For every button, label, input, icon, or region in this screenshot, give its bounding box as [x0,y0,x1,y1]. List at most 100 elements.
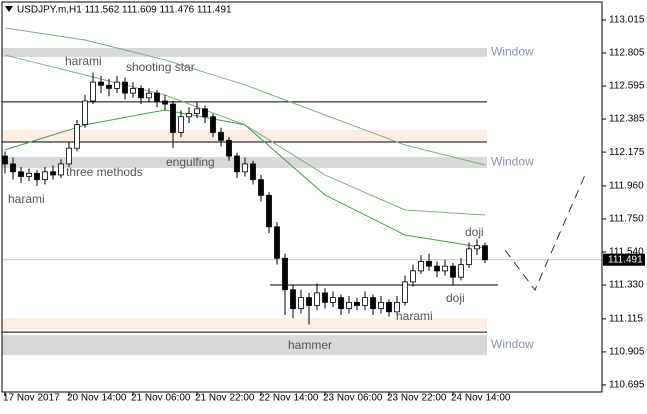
annotation: doji [446,291,465,305]
plot-frame [1,1,603,393]
candle-body [162,100,168,105]
candle-body [402,281,408,303]
candle-body [242,163,248,173]
candle-body [378,301,384,310]
candle-body [354,301,360,306]
candle-body [170,103,176,133]
candle-body [218,132,224,141]
candle-body [186,113,192,118]
annotation: harami [396,309,433,323]
candle-body [370,297,376,310]
y-tick-label: 112.595 [609,81,645,92]
candle-body [130,88,136,94]
candle-body [442,265,448,272]
candle-body [418,261,424,272]
y-tick-label: 113.015 [609,15,645,26]
y-tick-label: 112.805 [609,48,645,59]
candle-body [114,81,120,89]
annotation: harami [65,54,102,68]
annotation: shooting star [126,60,195,74]
candle-body [410,270,416,283]
annotation: doji [465,225,484,239]
price-label: 111.491 [608,254,643,265]
y-tick-label: 111.750 [609,214,644,225]
candle-body [426,261,432,267]
annotation: three methods [66,165,143,179]
zone [2,318,487,331]
candle-body [42,171,48,181]
candle-body [274,226,280,259]
candle-body [234,155,240,173]
candle-body [306,297,312,306]
zone-label: Window [491,337,534,351]
candle-body [282,257,288,291]
price-box [603,253,645,266]
candle-body [2,155,8,165]
moving-average [4,27,486,166]
annotation: hammer [288,338,332,352]
x-tick-label: 23 Nov 06:00 [323,393,383,404]
candle-body [138,88,144,99]
candle-body [26,172,32,177]
candle-body [322,292,328,303]
zone-label: Window [491,155,534,169]
x-tick-label: 24 Nov 14:00 [451,393,511,404]
x-tick-label: 21 Nov 06:00 [131,393,191,404]
candle-body [18,171,24,177]
y-tick-label: 111.330 [609,280,644,291]
projection-arrow [504,174,586,291]
candle-body [474,245,480,250]
zone [2,129,487,143]
candle-body [66,147,72,165]
candle-body [10,163,16,173]
candle-body [250,163,256,181]
candle-body [122,81,128,94]
y-tick-label: 110.695 [609,380,645,391]
candle-body [106,84,112,89]
candle-body [178,116,184,133]
candle-body [394,301,400,313]
candle-body [154,92,160,102]
title-icon [5,6,13,12]
candle-body [74,124,80,149]
candle-body [298,297,304,310]
candle-body [58,163,64,176]
x-tick-label: 23 Nov 22:00 [387,393,447,404]
y-tick-label: 111.115 [609,313,643,324]
chart-title: USDJPY.m,H1 111.562 111.609 111.476 111.… [17,5,232,16]
y-tick-label: 111.540 [609,247,644,258]
candle-body [466,248,472,265]
candle-body [266,194,272,228]
candle-body [82,100,88,125]
candle-body [482,245,488,261]
candle-body [458,264,464,278]
candle-body [362,297,368,306]
candle-body [258,179,264,196]
candle-body [386,301,392,313]
candle-body [226,139,232,157]
candle-body [434,265,440,272]
candle-body [338,297,344,310]
x-tick-label: 22 Nov 14:00 [259,393,319,404]
y-tick-label: 110.905 [609,347,645,358]
candle-body [210,116,216,133]
x-tick-label: 17 Nov 2017 [3,393,60,404]
candle-body [98,81,104,86]
candle-body [146,92,152,99]
x-tick-label: 21 Nov 22:00 [195,393,255,404]
zone-label: Window [491,45,534,59]
candle-body [346,301,352,310]
zone [2,335,487,356]
y-tick-label: 112.175 [609,147,645,158]
candle-body [34,172,40,181]
annotation: harami [8,192,45,206]
y-tick-label: 112.385 [609,114,645,125]
candle-body [330,297,336,303]
candle-body [290,289,296,310]
annotation: engulfing [166,155,215,169]
candle-body [50,171,56,176]
candle-body [314,292,320,306]
zone [2,47,487,57]
